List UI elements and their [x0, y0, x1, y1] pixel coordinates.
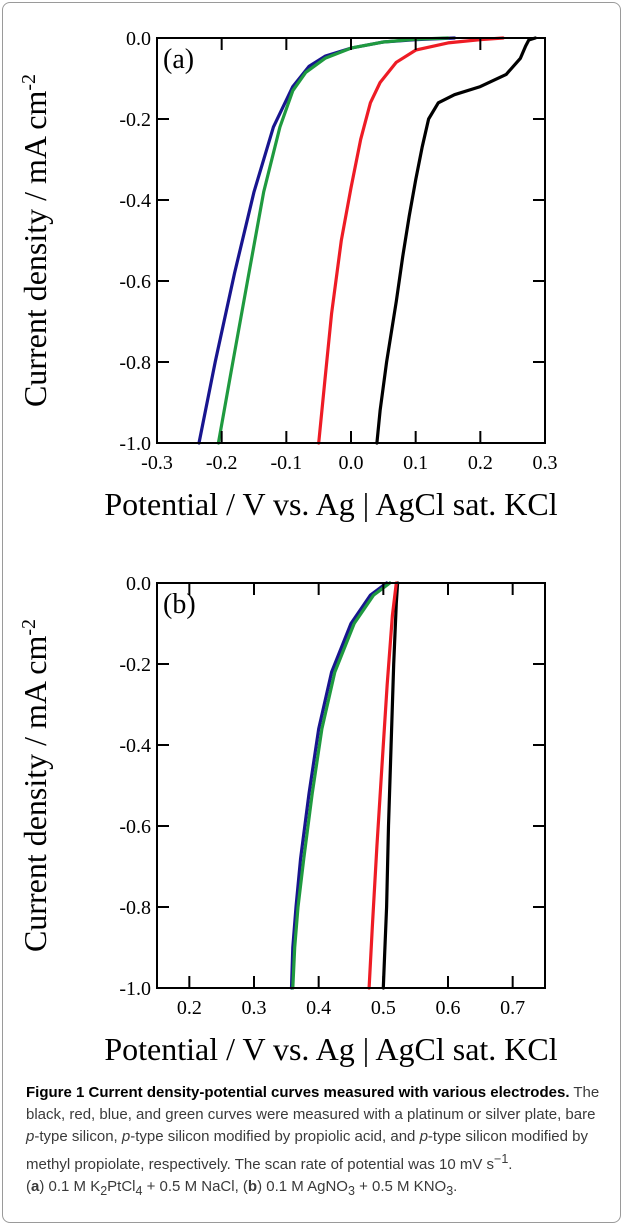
x-axis-label: Potential / V vs. Ag | AgCl sat. KCl [104, 486, 557, 522]
y-axis-label-text: Current density / mA cm [17, 91, 53, 408]
y-tick-label: -0.8 [119, 352, 151, 374]
x-tick-label: 0.7 [500, 997, 525, 1019]
caption-title: Figure 1 Current density-potential curve… [26, 1084, 570, 1101]
series-line-0-1 [317, 36, 505, 445]
x-tick-label: 0.1 [403, 452, 428, 474]
series-line-1-3 [291, 581, 392, 990]
series-line-1-0 [381, 581, 400, 990]
x-tick-label: 0.6 [436, 997, 461, 1019]
x-tick-label: 0.0 [339, 452, 364, 474]
x-tick-label: 0.2 [177, 997, 202, 1019]
series-line-0-2 [197, 36, 457, 445]
x-axis-label: Potential / V vs. Ag | AgCl sat. KCl [104, 1031, 557, 1067]
x-tick-label: 0.3 [242, 997, 267, 1019]
plot-frame [156, 37, 546, 444]
figure-caption: Figure 1 Current density-potential curve… [26, 1084, 600, 1198]
y-axis-label-superscript: -2 [18, 74, 40, 91]
y-tick-label: 0.0 [126, 28, 151, 50]
x-tick-label: -0.3 [141, 452, 173, 474]
y-tick-label: -1.0 [119, 978, 151, 1000]
x-tick-label: -0.1 [270, 452, 302, 474]
chart-panel-a: -0.3 -0.2 -0.1 0.0 0.1 0.2 0.3 0.0 -0.2 -0.4 -0.6 -… [17, 28, 558, 522]
x-tick-label: 0.3 [533, 452, 558, 474]
y-axis-label: Current density / mA cm-2 [17, 74, 53, 407]
y-tick-label: -0.2 [119, 654, 151, 676]
y-tick-label: -0.2 [119, 109, 151, 131]
x-tick-label: 0.4 [306, 997, 331, 1019]
plot-frame [156, 582, 546, 989]
y-tick-label: -1.0 [119, 433, 151, 455]
x-tick-label: -0.2 [206, 452, 238, 474]
panel-label: (a) [163, 44, 194, 75]
y-tick-label: -0.4 [119, 735, 151, 757]
y-axis-label-text: Current density / mA cm [17, 636, 53, 953]
y-tick-label: -0.4 [119, 190, 151, 212]
series-line-1-2 [289, 581, 389, 990]
chart-panel-b: 0.2 0.3 0.4 0.5 0.6 0.7 0.0 -0.2 -0.4 -0.6 -0.8 -1.… [17, 573, 558, 1067]
y-tick-label: 0.0 [126, 573, 151, 595]
series-line-0-3 [216, 36, 450, 445]
y-axis-label: Current density / mA cm-2 [17, 619, 53, 952]
series-line-0-0 [375, 36, 537, 445]
series-line-1-1 [367, 581, 398, 990]
y-tick-label: -0.6 [119, 816, 151, 838]
panel-label: (b) [163, 589, 196, 620]
y-tick-label: -0.8 [119, 897, 151, 919]
y-axis-label-superscript: -2 [18, 619, 40, 636]
x-tick-label: 0.2 [468, 452, 493, 474]
y-tick-label: -0.6 [119, 271, 151, 293]
x-tick-label: 0.5 [371, 997, 396, 1019]
